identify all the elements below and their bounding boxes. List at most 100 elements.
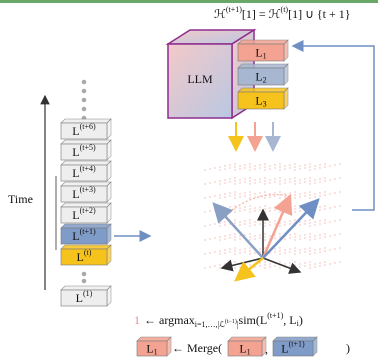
cloud-point [279,211,281,213]
cloud-point [279,197,281,199]
cloud-point [339,219,341,221]
cloud-point [254,182,256,184]
cloud-point [279,247,281,249]
cloud-point [239,249,241,251]
cloud-point [274,178,276,180]
cloud-point [224,221,226,223]
cloud-point [324,219,326,221]
cloud-point [249,233,251,235]
cloud-point [264,191,266,193]
cloud-point [289,164,291,166]
down-arrows [236,122,273,150]
cloud-point [214,251,216,253]
cloud-point [294,211,296,213]
cloud-point [224,165,226,167]
cloud-point [219,166,221,168]
block-side [107,286,111,306]
cloud-point [254,210,256,212]
cloud-point [299,196,301,198]
cloud-point [289,223,291,225]
cloud-point [309,239,311,241]
stack-block: L(t) [61,245,111,265]
cloud-point [264,169,266,171]
cloud-point [309,194,311,196]
cloud-point [264,180,266,182]
cloud-point [239,235,241,237]
cloud-point [299,193,301,195]
cloud-point [284,165,286,167]
cloud-point [269,263,271,265]
cloud-point [299,235,301,237]
cloud-point [309,261,311,263]
cloud-point [214,265,216,267]
cloud-point [229,206,231,208]
cloud-point [329,179,331,181]
cloud-point [324,236,326,238]
cloud-point [284,238,286,240]
cloud-point [244,192,246,194]
cloud-point [339,163,341,165]
cloud-point [304,164,306,166]
cloud-point [294,166,296,168]
cloud-point [229,178,231,180]
cloud-point [239,224,241,226]
cloud-point [314,252,316,254]
cloud-point [249,264,251,266]
cloud-point [234,233,236,235]
cloud-point [284,221,286,223]
cloud-point [324,264,326,266]
cloud-point [259,237,261,239]
cloud-point [264,239,266,241]
cloud-point [239,238,241,240]
block-side [284,64,288,85]
cloud-point [314,207,316,209]
cloud-point [224,249,226,251]
cloud-point [244,195,246,197]
stack-block: L(t+6) [61,119,111,139]
cloud-point [304,248,306,250]
cloud-point [234,183,236,185]
cloud-point [309,236,311,238]
cloud-point [314,266,316,268]
cloud-point [264,177,266,179]
cloud-point [229,209,231,211]
cloud-point [304,167,306,169]
cloud-point [319,251,321,253]
cloud-point [294,236,296,238]
cloud-point [309,233,311,235]
cloud-point [229,248,231,250]
cloud-point [224,179,226,181]
cloud-point [264,183,266,185]
cloud-point [319,223,321,225]
cloud-point [279,183,281,185]
cloud-point [304,234,306,236]
cloud-point [249,169,251,171]
cloud-point [274,181,276,183]
cloud-point [324,180,326,182]
cloud-point [309,169,311,171]
cloud-point [314,165,316,167]
cloud-point [264,264,266,266]
cloud-point [254,193,256,195]
cloud-point [234,261,236,263]
cloud-point [284,224,286,226]
cloud-point [234,250,236,252]
cloud-point [229,262,231,264]
cloud-point [284,252,286,254]
cloud-point [304,237,306,239]
cloud-point [309,219,311,221]
llm-block: L1 [238,40,288,61]
cloud-point [204,211,206,213]
cloud-point [259,195,261,197]
cloud-point [309,177,311,179]
cloud-point [214,167,216,169]
cloud-point [294,267,296,269]
cloud-point [294,233,296,235]
cloud-point [259,209,261,211]
cloud-point [279,267,281,269]
cloud-point [319,234,321,236]
cloud-point [229,192,231,194]
stack-block: L(t+5) [61,140,111,160]
cloud-point [259,167,261,169]
cloud-point [264,166,266,168]
